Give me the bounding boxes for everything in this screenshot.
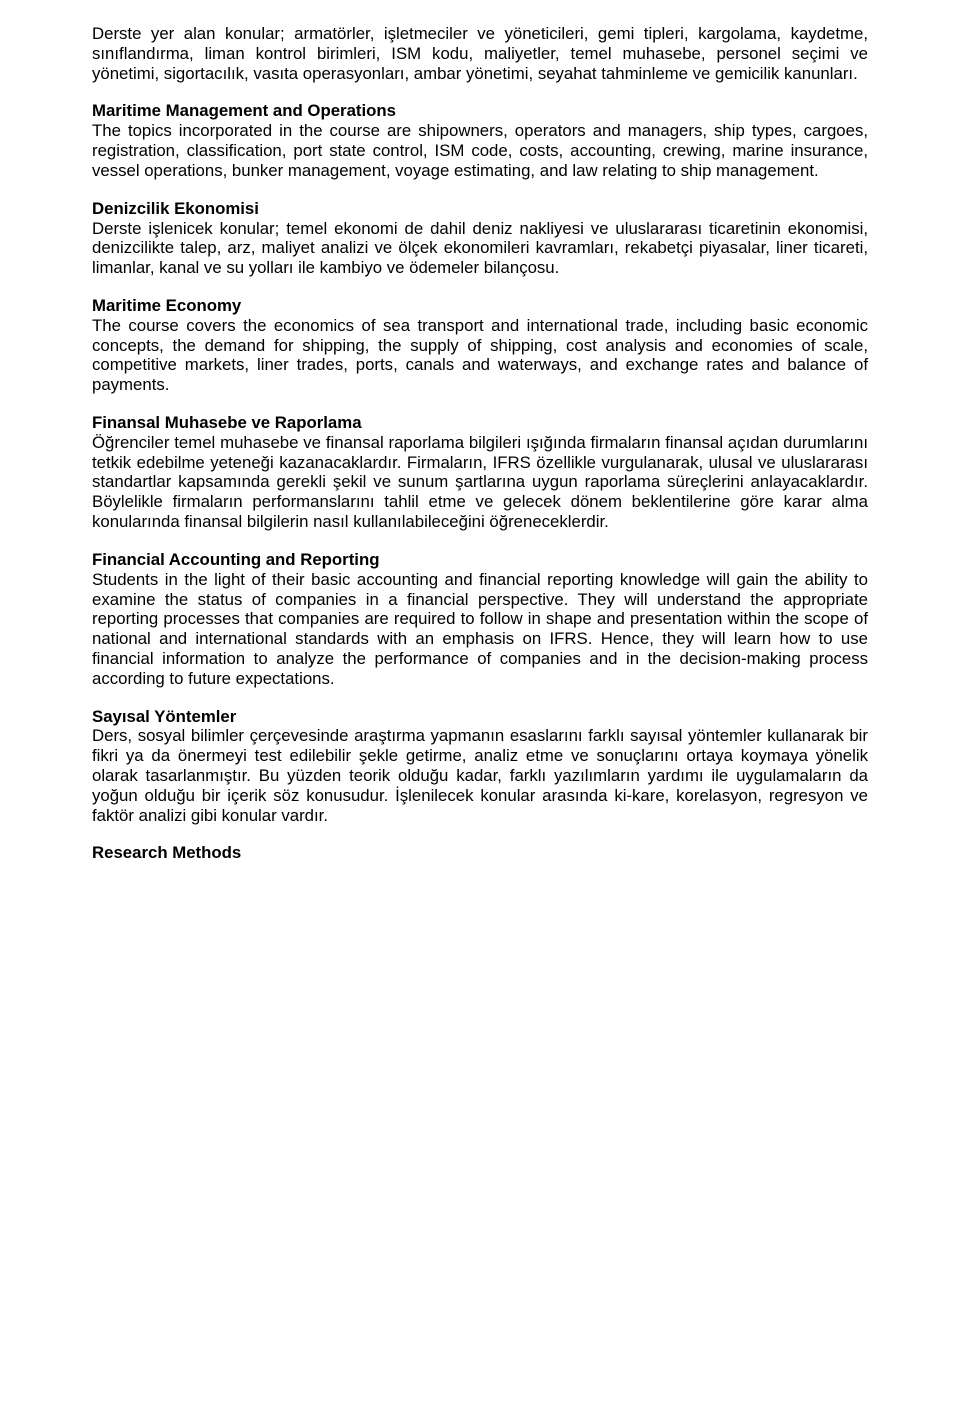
heading-denizcilik: Denizcilik Ekonomisi (92, 199, 868, 219)
heading-finansal: Finansal Muhasebe ve Raporlama (92, 413, 868, 433)
section-maritime-econ: Maritime Economy The course covers the e… (92, 296, 868, 395)
section-maritime-mgmt: Maritime Management and Operations The t… (92, 101, 868, 180)
section-finansal: Finansal Muhasebe ve Raporlama Öğrencile… (92, 413, 868, 532)
body-sayisal: Ders, sosyal bilimler çerçevesinde araşt… (92, 726, 868, 825)
heading-maritime-mgmt: Maritime Management and Operations (92, 101, 868, 121)
heading-research: Research Methods (92, 843, 868, 863)
heading-financial: Financial Accounting and Reporting (92, 550, 868, 570)
body-financial: Students in the light of their basic acc… (92, 570, 868, 689)
section-denizcilik: Denizcilik Ekonomisi Derste işlenicek ko… (92, 199, 868, 278)
heading-maritime-econ: Maritime Economy (92, 296, 868, 316)
intro-paragraph: Derste yer alan konular; armatörler, işl… (92, 24, 868, 83)
body-denizcilik: Derste işlenicek konular; temel ekonomi … (92, 219, 868, 278)
body-maritime-mgmt: The topics incorporated in the course ar… (92, 121, 868, 180)
section-research: Research Methods (92, 843, 868, 863)
body-maritime-econ: The course covers the economics of sea t… (92, 316, 868, 395)
heading-sayisal: Sayısal Yöntemler (92, 707, 868, 727)
document-page: Derste yer alan konular; armatörler, işl… (0, 0, 960, 1412)
body-finansal: Öğrenciler temel muhasebe ve finansal ra… (92, 433, 868, 532)
section-financial: Financial Accounting and Reporting Stude… (92, 550, 868, 689)
section-sayisal: Sayısal Yöntemler Ders, sosyal bilimler … (92, 707, 868, 826)
